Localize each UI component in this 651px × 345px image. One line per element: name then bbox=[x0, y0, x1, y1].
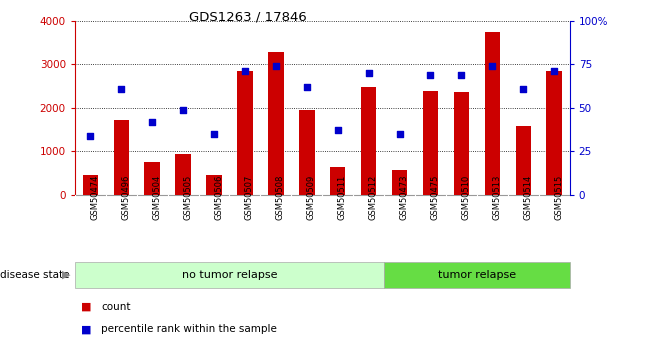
Text: GSM50513: GSM50513 bbox=[492, 174, 501, 220]
Text: GSM50504: GSM50504 bbox=[152, 174, 161, 219]
Point bbox=[425, 72, 436, 78]
Text: GSM50515: GSM50515 bbox=[554, 174, 563, 219]
Text: GSM50512: GSM50512 bbox=[368, 174, 378, 219]
Point bbox=[209, 131, 219, 137]
Text: GSM50511: GSM50511 bbox=[338, 174, 347, 219]
Bar bbox=[83, 175, 98, 195]
Text: GSM50514: GSM50514 bbox=[523, 174, 533, 219]
Text: count: count bbox=[101, 302, 130, 312]
Point bbox=[147, 119, 158, 125]
Text: percentile rank within the sample: percentile rank within the sample bbox=[101, 325, 277, 334]
Text: no tumor relapse: no tumor relapse bbox=[182, 270, 277, 280]
Text: GSM50507: GSM50507 bbox=[245, 174, 254, 220]
Text: GSM50475: GSM50475 bbox=[430, 174, 439, 220]
Point bbox=[518, 86, 529, 91]
Point bbox=[116, 86, 126, 91]
Point bbox=[271, 63, 281, 69]
Bar bbox=[546, 71, 562, 195]
Text: GSM50509: GSM50509 bbox=[307, 174, 316, 219]
Point bbox=[178, 107, 188, 112]
Bar bbox=[422, 91, 438, 195]
Bar bbox=[392, 170, 408, 195]
Text: GSM50473: GSM50473 bbox=[400, 174, 409, 220]
Point bbox=[85, 133, 96, 138]
Text: GSM50508: GSM50508 bbox=[276, 174, 285, 220]
Text: GDS1263 / 17846: GDS1263 / 17846 bbox=[189, 10, 307, 23]
Text: GSM50496: GSM50496 bbox=[121, 174, 130, 220]
Text: tumor relapse: tumor relapse bbox=[437, 270, 516, 280]
Bar bbox=[268, 52, 284, 195]
Text: ■: ■ bbox=[81, 325, 92, 334]
Point bbox=[301, 84, 312, 90]
Point bbox=[456, 72, 467, 78]
Bar bbox=[330, 167, 346, 195]
Bar bbox=[113, 120, 129, 195]
Text: disease state: disease state bbox=[0, 270, 70, 280]
Point bbox=[333, 128, 343, 133]
Bar bbox=[454, 92, 469, 195]
Point bbox=[549, 68, 559, 74]
Text: ▶: ▶ bbox=[62, 270, 70, 280]
Point bbox=[240, 68, 250, 74]
Bar bbox=[516, 126, 531, 195]
Bar bbox=[299, 110, 314, 195]
Bar bbox=[75, 262, 384, 288]
Bar bbox=[237, 71, 253, 195]
Bar bbox=[206, 175, 222, 195]
Text: GSM50505: GSM50505 bbox=[183, 174, 192, 219]
Point bbox=[395, 131, 405, 137]
Point bbox=[487, 63, 497, 69]
Text: GSM50506: GSM50506 bbox=[214, 174, 223, 220]
Bar bbox=[484, 32, 500, 195]
Bar bbox=[175, 154, 191, 195]
Bar bbox=[384, 262, 570, 288]
Point bbox=[363, 70, 374, 76]
Text: GSM50510: GSM50510 bbox=[462, 174, 471, 219]
Bar bbox=[361, 87, 376, 195]
Text: GSM50474: GSM50474 bbox=[90, 174, 100, 220]
Text: ■: ■ bbox=[81, 302, 92, 312]
Bar bbox=[145, 162, 160, 195]
